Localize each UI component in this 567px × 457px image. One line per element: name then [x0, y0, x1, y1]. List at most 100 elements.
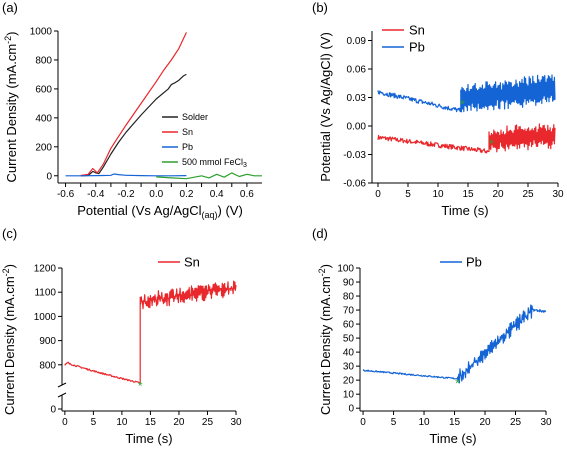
- series-line-sn: [64, 280, 237, 384]
- y-tick-label: 80: [343, 292, 355, 303]
- legend-label: Pb: [466, 255, 482, 270]
- y-tick-label: 10: [343, 390, 355, 401]
- legend: Solder Sn Pb 500 mmol FeCl3: [162, 112, 247, 169]
- axis-break-mark: [57, 392, 67, 398]
- y-tick-label: 0: [348, 404, 354, 415]
- x-tick-label: -0.6: [57, 189, 75, 200]
- legend: Pb: [440, 255, 482, 270]
- y-tick-label: 30: [343, 362, 355, 373]
- chart-panel-4: (d) 0 5 10 15 20 25 30 0 10 20 30 40 50 60 70 80 90 100 Tim…: [312, 226, 552, 446]
- y-tick-label: 900: [39, 336, 56, 347]
- y-axis-label-main: Potential (Vs Ag/AgCl) (V): [318, 32, 333, 182]
- x-tick-label: 0.4: [210, 189, 224, 200]
- series-line-pb: [362, 304, 547, 384]
- x-tick-label: 5: [405, 189, 411, 200]
- x-axis-label: Time (s): [429, 431, 476, 446]
- y-axis-label: Potential (Vs Ag/AgCl) (V): [318, 32, 333, 182]
- y-tick-label: -0.06: [343, 179, 366, 190]
- panel-label: (d): [312, 226, 328, 241]
- star-marker: *: [460, 97, 465, 111]
- panel-label: (c): [2, 226, 17, 241]
- x-tick-label: 0.6: [240, 189, 254, 200]
- axis-break-mark: [57, 382, 67, 388]
- y-tick-label: 0.06: [347, 65, 367, 76]
- chart-panel-1: (a) -0.6 -0.4 -0.2 0.0 0.2 0.4 0.6 0 200 400 600 800…: [2, 0, 262, 220]
- legend-label-main: 500 mmol FeCl: [182, 157, 243, 167]
- x-axis-label-main: Time (s): [429, 431, 476, 446]
- x-tick-label: 30: [540, 417, 552, 428]
- x-tick-label: 0: [62, 417, 68, 428]
- x-tick-label: 5: [91, 417, 97, 428]
- y-axis-label-sup: -2: [1, 268, 11, 276]
- x-tick-label: 30: [230, 417, 242, 428]
- y-axis-label-end: ): [2, 264, 17, 268]
- chart-panel-3: (c) 0 5 10 15 20 25 30 0 800 900 1000 1100 1200 Time (…: [1, 226, 242, 446]
- axes: -0.6 -0.4 -0.2 0.0 0.2 0.4 0.6 0 200 400 600 800 100…: [30, 27, 262, 200]
- x-axis-label-end: ) (V): [218, 203, 243, 218]
- y-tick-label: 1200: [34, 264, 57, 275]
- panel-label: (a): [2, 0, 18, 15]
- x-tick-label: -0.2: [117, 189, 135, 200]
- x-axis-label: Potential (Vs Ag/AgCl(aq)) (V): [77, 203, 243, 220]
- series-line-sn: [377, 123, 556, 154]
- axes: 0 5 10 15 20 25 30 0 800 900 1000 1100 1200: [34, 264, 242, 429]
- legend-label: 500 mmol FeCl3: [182, 157, 247, 169]
- x-tick-label: 30: [552, 189, 564, 200]
- y-tick-label: 0: [50, 405, 56, 416]
- legend-label-main: Sn: [182, 127, 193, 137]
- y-axis-label: Current Density (mA.cm-2): [1, 264, 17, 415]
- x-axis-label: Time (s): [125, 431, 172, 446]
- x-tick-label: 0.0: [149, 189, 163, 200]
- legend-label-main: Pb: [182, 142, 193, 152]
- star-marker: *: [489, 137, 494, 151]
- y-tick-label: 200: [35, 142, 52, 153]
- y-tick-label: 0.03: [347, 93, 367, 104]
- y-axis-label-main: Current Density (mA.cm: [4, 44, 19, 183]
- y-tick-label: 400: [35, 113, 52, 124]
- y-axis-label-main: Current Density (mA.cm: [318, 276, 333, 415]
- y-axis-label-end: ): [318, 264, 333, 268]
- axes: 0 5 10 15 20 25 30 -0.06 -0.03 0.00 0.03 0.06 0.09: [343, 31, 564, 200]
- x-tick-label: 10: [418, 417, 430, 428]
- series-line-500-mmol-fecl: [156, 172, 262, 180]
- x-tick-label: 15: [449, 417, 461, 428]
- y-tick-label: 50: [343, 334, 355, 345]
- star-marker: *: [138, 379, 143, 393]
- y-tick-label: 90: [343, 278, 355, 289]
- legend-label-main: Solder: [182, 112, 208, 122]
- y-axis-label: Current Density (mA.cm-2): [3, 31, 19, 182]
- y-axis-label-end: ): [4, 31, 19, 35]
- series-line-sn: [80, 32, 187, 177]
- y-tick-label: 20: [343, 376, 355, 387]
- x-axis-label: Time (s): [441, 203, 488, 218]
- y-tick-label: 100: [337, 264, 354, 275]
- x-tick-label: 10: [116, 417, 128, 428]
- y-tick-label: 600: [35, 84, 52, 95]
- series-line-pb: [65, 173, 187, 177]
- x-axis-label-main: Potential (Vs Ag/AgCl: [77, 203, 201, 218]
- legend-label: Pb: [182, 142, 193, 152]
- series-line-solder: [80, 73, 187, 177]
- y-tick-label: 0: [46, 171, 52, 182]
- x-tick-label: 25: [510, 417, 522, 428]
- y-tick-label: 1100: [34, 288, 56, 299]
- x-tick-label: 20: [479, 417, 491, 428]
- y-axis-label-sup: -2: [317, 268, 327, 276]
- chart-panel-2: (b) 0 5 10 15 20 25 30 -0.06 -0.03 0.00 0.03 0.06 0.0…: [312, 0, 564, 218]
- x-tick-label: 5: [391, 417, 397, 428]
- legend-label: Sn: [409, 23, 425, 38]
- legend: Sn Pb: [382, 23, 425, 55]
- series-line-pb: [377, 74, 556, 113]
- x-tick-label: 10: [432, 189, 444, 200]
- panel-label: (b): [312, 0, 328, 15]
- y-tick-label: 0.00: [347, 122, 367, 133]
- star-marker: *: [455, 377, 460, 391]
- x-tick-label: 15: [145, 417, 157, 428]
- x-tick-label: 20: [173, 417, 185, 428]
- legend: Sn: [158, 255, 200, 270]
- x-tick-label: 15: [462, 189, 474, 200]
- x-tick-label: -0.4: [87, 189, 105, 200]
- x-tick-label: 0: [375, 189, 381, 200]
- legend-label-sub: 3: [243, 162, 247, 169]
